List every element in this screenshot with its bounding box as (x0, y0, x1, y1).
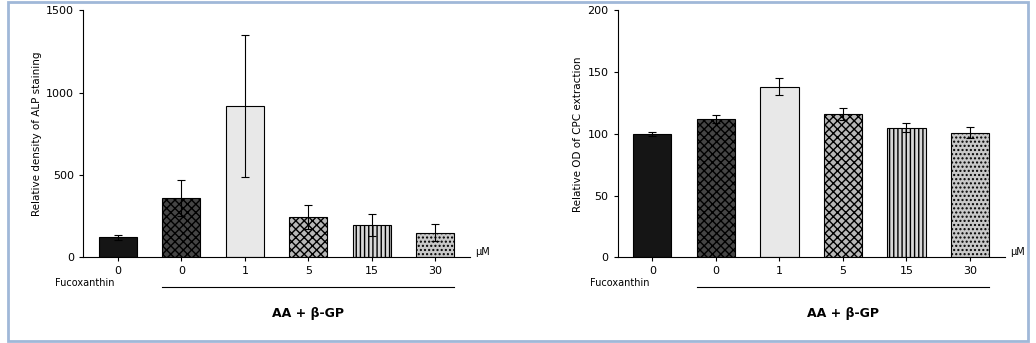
Bar (633, 134, 671, 257)
Bar (98, 237, 137, 257)
Bar (163, 198, 200, 257)
Bar (353, 225, 391, 257)
Y-axis label: Relative OD of CPC extraction: Relative OD of CPC extraction (573, 56, 583, 212)
Bar (226, 106, 264, 257)
Text: Fucoxanthin: Fucoxanthin (589, 278, 650, 288)
Text: Fucoxanthin: Fucoxanthin (55, 278, 115, 288)
Bar (824, 114, 862, 257)
Bar (416, 233, 455, 257)
Y-axis label: Relative density of ALP staining: Relative density of ALP staining (32, 51, 41, 216)
Text: μM: μM (476, 247, 490, 257)
Text: AA + β-GP: AA + β-GP (272, 307, 344, 320)
Bar (951, 132, 989, 257)
Bar (289, 217, 327, 257)
Text: μM: μM (1010, 247, 1025, 257)
Bar (697, 119, 735, 257)
Bar (888, 128, 925, 257)
Text: AA + β-GP: AA + β-GP (807, 307, 879, 320)
Bar (760, 87, 799, 257)
